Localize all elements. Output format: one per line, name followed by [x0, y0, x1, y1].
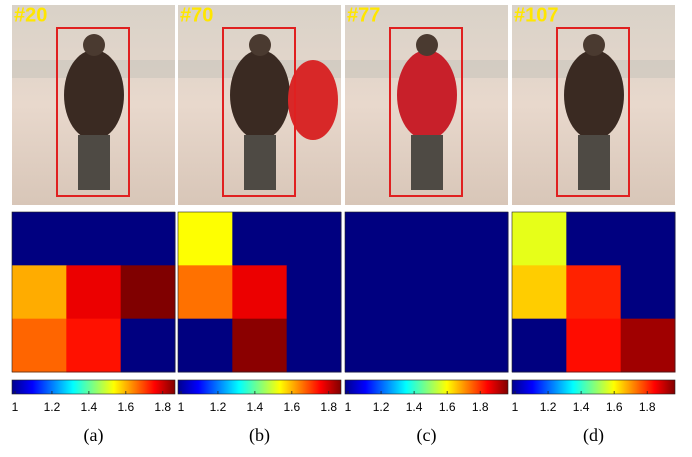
heatmap-cell [178, 265, 233, 319]
heatmap-cell [287, 319, 342, 373]
caption: (b) [249, 425, 270, 446]
colorbar [178, 380, 341, 394]
frame-label: #70 [180, 4, 213, 26]
heatmap-cell [621, 212, 676, 266]
heatmap-cell [66, 319, 121, 373]
caption: (d) [583, 425, 604, 446]
person-legs [578, 135, 610, 190]
colorbar-tick-label: 1.8 [472, 400, 489, 414]
figure: #20 1 1.2 1.4 1.6 1.8 (a) #70 1 1.2 1.4 1.6 1.8 (b) #7… [0, 0, 692, 452]
colorbar-tick-label: 1.6 [117, 400, 134, 414]
caption: (a) [84, 425, 104, 446]
colorbar-tick-label: 1.4 [81, 400, 98, 414]
heatmap-cell [345, 319, 400, 373]
person-legs [244, 135, 276, 190]
heatmap-cell [178, 212, 233, 266]
heatmap-cell [454, 212, 509, 266]
colorbar-tick-label: 1.6 [606, 400, 623, 414]
heatmap-cell [345, 265, 400, 319]
heatmap-cell [621, 319, 676, 373]
heatmap-cell [232, 212, 287, 266]
person-head [83, 34, 105, 56]
colorbar-tick-label: 1.4 [406, 400, 423, 414]
heatmap-cell [287, 265, 342, 319]
heatmap-cell [399, 212, 454, 266]
heatmap-cell [621, 265, 676, 319]
person-head [416, 34, 438, 56]
person [564, 50, 624, 140]
colorbar-tick-label: 1.8 [154, 400, 171, 414]
heatmap-cell [12, 319, 67, 373]
heatmap-cell [287, 212, 342, 266]
colorbar-tick-label: 1.8 [320, 400, 337, 414]
colorbar-tick-label: 1.2 [373, 400, 390, 414]
heatmap-cell [566, 212, 621, 266]
person [64, 50, 124, 140]
frame-label: #107 [514, 4, 559, 26]
heatmap-cell [232, 265, 287, 319]
heatmap-cell [121, 265, 176, 319]
person-head [249, 34, 271, 56]
person-legs [78, 135, 110, 190]
heatmap-cell [454, 265, 509, 319]
heatmap-cell [512, 212, 567, 266]
heatmap-cell [345, 212, 400, 266]
heatmap-cell [232, 319, 287, 373]
colorbar [345, 380, 508, 394]
colorbar-tick-label: 1.2 [210, 400, 227, 414]
colorbar-tick-label: 1.2 [44, 400, 61, 414]
colorbar-tick-label: 1.6 [283, 400, 300, 414]
heatmap-cell [121, 212, 176, 266]
colorbar-tick-label: 1.4 [247, 400, 264, 414]
heatmap-cell [399, 265, 454, 319]
colorbar-tick-label: 1.2 [540, 400, 557, 414]
colorbar [12, 380, 175, 394]
heatmap-cell [566, 319, 621, 373]
heatmap-cell [12, 265, 67, 319]
person [230, 50, 290, 140]
colorbar-tick-label: 1.8 [639, 400, 656, 414]
caption: (c) [417, 425, 437, 446]
colorbar-tick-label: 1.4 [573, 400, 590, 414]
heatmap-cell [512, 319, 567, 373]
heatmap-cell [566, 265, 621, 319]
frame-label: #77 [347, 4, 380, 26]
heatmap-cell [66, 265, 121, 319]
person-legs [411, 135, 443, 190]
frame-label: #20 [14, 4, 47, 26]
person-head [583, 34, 605, 56]
colorbar-tick-label: 1 [12, 400, 19, 414]
heatmap-cell [66, 212, 121, 266]
heatmap-cell [512, 265, 567, 319]
heatmap-cell [454, 319, 509, 373]
heatmap-cell [12, 212, 67, 266]
colorbar-tick-label: 1 [512, 400, 519, 414]
colorbar-tick-label: 1.6 [439, 400, 456, 414]
heatmap-cell [399, 319, 454, 373]
person [397, 50, 457, 140]
colorbar-tick-label: 1 [345, 400, 352, 414]
colorbar-tick-label: 1 [178, 400, 185, 414]
heatmap-cell [178, 319, 233, 373]
colorbar [512, 380, 675, 394]
heatmap-cell [121, 319, 176, 373]
